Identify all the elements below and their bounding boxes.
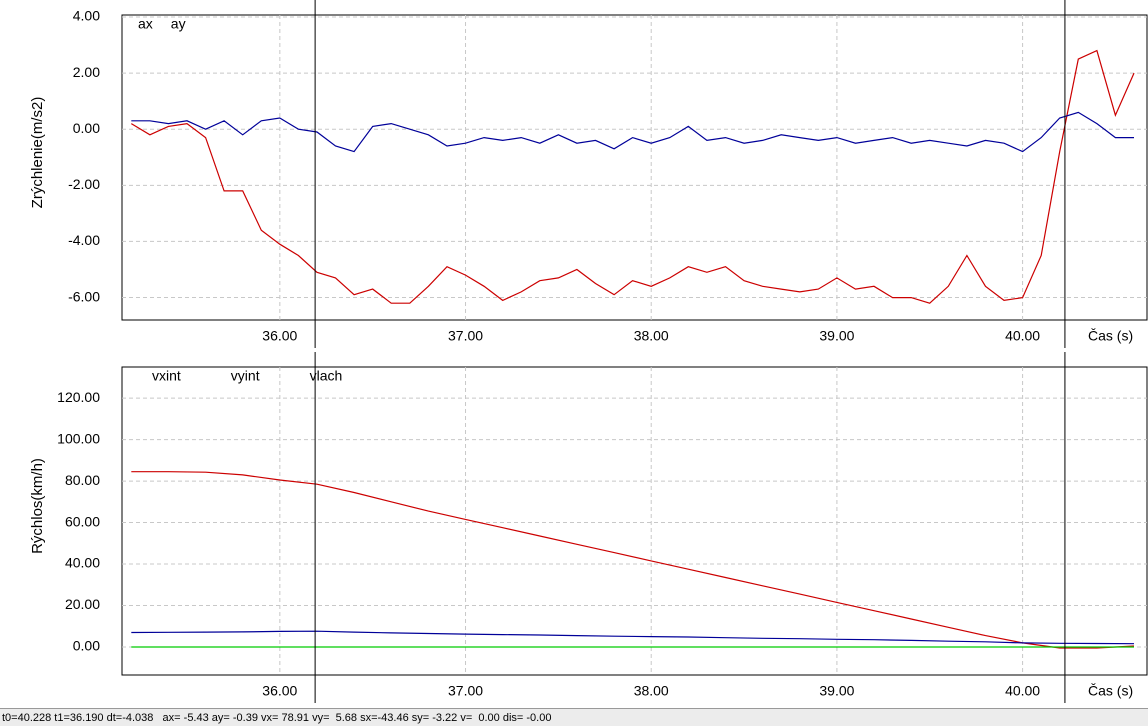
y-tick-label: 80.00 <box>65 472 100 488</box>
y-tick-label: 0.00 <box>73 120 100 136</box>
x-axis-label: Čas (s) <box>1088 683 1133 699</box>
y-tick-label: 4.00 <box>73 8 100 24</box>
data-line <box>131 471 1135 649</box>
y-tick-label: 40.00 <box>65 555 100 571</box>
legend-entry: vlach <box>310 368 343 384</box>
y-tick-label: 60.00 <box>65 513 100 529</box>
y-tick-label: 0.00 <box>73 638 100 654</box>
y-tick-label: -4.00 <box>68 232 100 248</box>
x-tick-label: 38.00 <box>634 328 669 344</box>
y-tick-label: 20.00 <box>65 596 100 612</box>
y-axis-label: Zrýchlenie(m/s2) <box>29 97 46 209</box>
y-tick-label: -2.00 <box>68 176 100 192</box>
y-tick-label: 2.00 <box>73 64 100 80</box>
x-tick-label: 38.00 <box>634 683 669 699</box>
x-tick-label: 37.00 <box>448 683 483 699</box>
x-axis-label: Čas (s) <box>1088 328 1133 344</box>
y-axis-label: Rýchlos(km/h) <box>29 458 46 554</box>
legend-entry: vxint <box>152 368 181 384</box>
x-tick-label: 39.00 <box>819 328 854 344</box>
data-line <box>131 630 1135 645</box>
status-bar: t0=40.228 t1=36.190 dt=-4.038 ax= -5.43 … <box>0 708 1148 726</box>
x-tick-label: 37.00 <box>448 328 483 344</box>
x-tick-label: 36.00 <box>262 683 297 699</box>
x-tick-label: 36.00 <box>262 328 297 344</box>
y-tick-label: 120.00 <box>57 389 100 405</box>
data-line <box>131 111 1134 153</box>
x-tick-label: 40.00 <box>1005 683 1040 699</box>
legend-entry: vyint <box>231 368 260 384</box>
legend-entry: ay <box>171 16 186 32</box>
y-tick-label: 100.00 <box>57 430 100 446</box>
data-line <box>130 49 1135 304</box>
legend-entry: ax <box>138 16 153 32</box>
x-tick-label: 40.00 <box>1005 328 1040 344</box>
x-tick-label: 39.00 <box>819 683 854 699</box>
chart: -6.00 -4.00 -2.00 0.00 2.00 4.00 36.00 37.00 38.… <box>29 0 1148 703</box>
plot-frame <box>121 14 1148 321</box>
plot-frame <box>121 366 1148 676</box>
y-tick-label: -6.00 <box>68 288 100 304</box>
